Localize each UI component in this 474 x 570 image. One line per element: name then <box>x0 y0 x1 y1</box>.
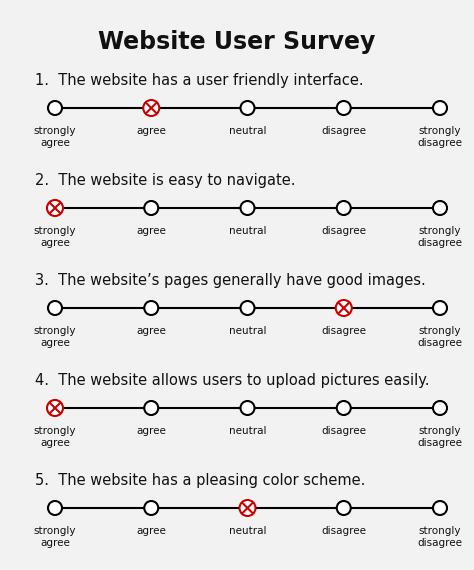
Text: agree: agree <box>137 426 166 436</box>
Text: disagree: disagree <box>321 426 366 436</box>
Text: agree: agree <box>137 526 166 536</box>
Text: Website User Survey: Website User Survey <box>98 30 376 54</box>
Text: agree: agree <box>137 326 166 336</box>
Circle shape <box>240 301 255 315</box>
Text: strongly
agree: strongly agree <box>34 226 76 247</box>
Text: 3.  The website’s pages generally have good images.: 3. The website’s pages generally have go… <box>35 273 426 288</box>
Text: neutral: neutral <box>229 326 266 336</box>
Text: neutral: neutral <box>229 526 266 536</box>
Circle shape <box>433 401 447 415</box>
Text: neutral: neutral <box>229 226 266 236</box>
Circle shape <box>143 100 159 116</box>
Text: 1.  The website has a user friendly interface.: 1. The website has a user friendly inter… <box>35 73 364 88</box>
Circle shape <box>433 501 447 515</box>
Text: strongly
disagree: strongly disagree <box>418 126 463 148</box>
Circle shape <box>240 101 255 115</box>
Circle shape <box>337 101 351 115</box>
Circle shape <box>240 201 255 215</box>
Circle shape <box>47 200 63 216</box>
Circle shape <box>144 301 158 315</box>
Text: agree: agree <box>137 226 166 236</box>
Text: 5.  The website has a pleasing color scheme.: 5. The website has a pleasing color sche… <box>35 473 365 488</box>
Circle shape <box>240 401 255 415</box>
Text: 4.  The website allows users to upload pictures easily.: 4. The website allows users to upload pi… <box>35 373 429 388</box>
Circle shape <box>144 401 158 415</box>
Circle shape <box>144 201 158 215</box>
Circle shape <box>239 500 255 516</box>
Text: strongly
disagree: strongly disagree <box>418 526 463 548</box>
Text: neutral: neutral <box>229 426 266 436</box>
Text: 2.  The website is easy to navigate.: 2. The website is easy to navigate. <box>35 173 295 188</box>
Circle shape <box>48 101 62 115</box>
Circle shape <box>337 401 351 415</box>
Circle shape <box>336 300 352 316</box>
Text: strongly
disagree: strongly disagree <box>418 226 463 247</box>
Text: strongly
agree: strongly agree <box>34 326 76 348</box>
Text: disagree: disagree <box>321 526 366 536</box>
Text: strongly
agree: strongly agree <box>34 126 76 148</box>
Circle shape <box>48 301 62 315</box>
Text: strongly
disagree: strongly disagree <box>418 426 463 447</box>
Circle shape <box>433 101 447 115</box>
Circle shape <box>48 501 62 515</box>
Text: strongly
agree: strongly agree <box>34 526 76 548</box>
Circle shape <box>337 501 351 515</box>
Text: agree: agree <box>137 126 166 136</box>
Text: disagree: disagree <box>321 326 366 336</box>
Circle shape <box>144 501 158 515</box>
Text: neutral: neutral <box>229 126 266 136</box>
Text: disagree: disagree <box>321 226 366 236</box>
Circle shape <box>47 400 63 416</box>
Text: strongly
disagree: strongly disagree <box>418 326 463 348</box>
Circle shape <box>433 301 447 315</box>
Text: disagree: disagree <box>321 126 366 136</box>
Text: strongly
agree: strongly agree <box>34 426 76 447</box>
Circle shape <box>433 201 447 215</box>
Circle shape <box>337 201 351 215</box>
